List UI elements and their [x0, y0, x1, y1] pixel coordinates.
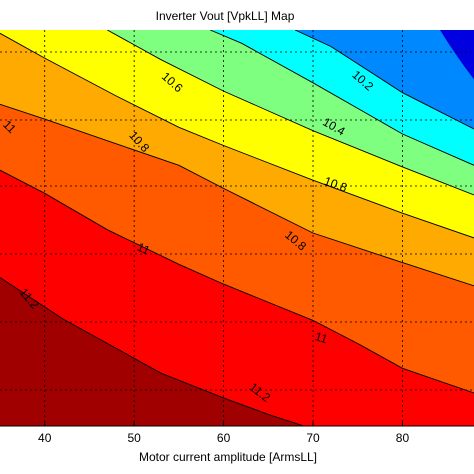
contour-label: 11 [313, 329, 329, 346]
chart-title: Inverter Vout [VpkLL] Map [156, 9, 295, 23]
band-above-10.4 [0, 30, 474, 166]
x-tick-label: 60 [217, 431, 231, 445]
x-axis-label: Motor current amplitude [ArmsLL] [139, 450, 317, 464]
grid-lines [0, 30, 474, 426]
contour-label: 11 [135, 240, 153, 258]
band-above-10.2 [0, 30, 474, 129]
contour-line-11.2 [0, 169, 474, 394]
contour-lines [0, 30, 474, 426]
contour-line-10.6 [107, 30, 474, 196]
contour-line-11.4 [0, 277, 305, 426]
contour-line-10.2 [294, 30, 474, 130]
contour-line-11 [0, 103, 474, 287]
x-tick-label: 40 [38, 431, 52, 445]
x-axis-ticks: 40 50 60 70 80 [38, 421, 409, 445]
x-tick-label: 50 [127, 431, 141, 445]
x-tick-label: 80 [396, 431, 410, 445]
contour-line-10.8 [0, 32, 474, 239]
band-below-10.0 [440, 30, 474, 80]
contour-line-10.4 [210, 30, 474, 166]
x-tick-label: 70 [306, 431, 320, 445]
